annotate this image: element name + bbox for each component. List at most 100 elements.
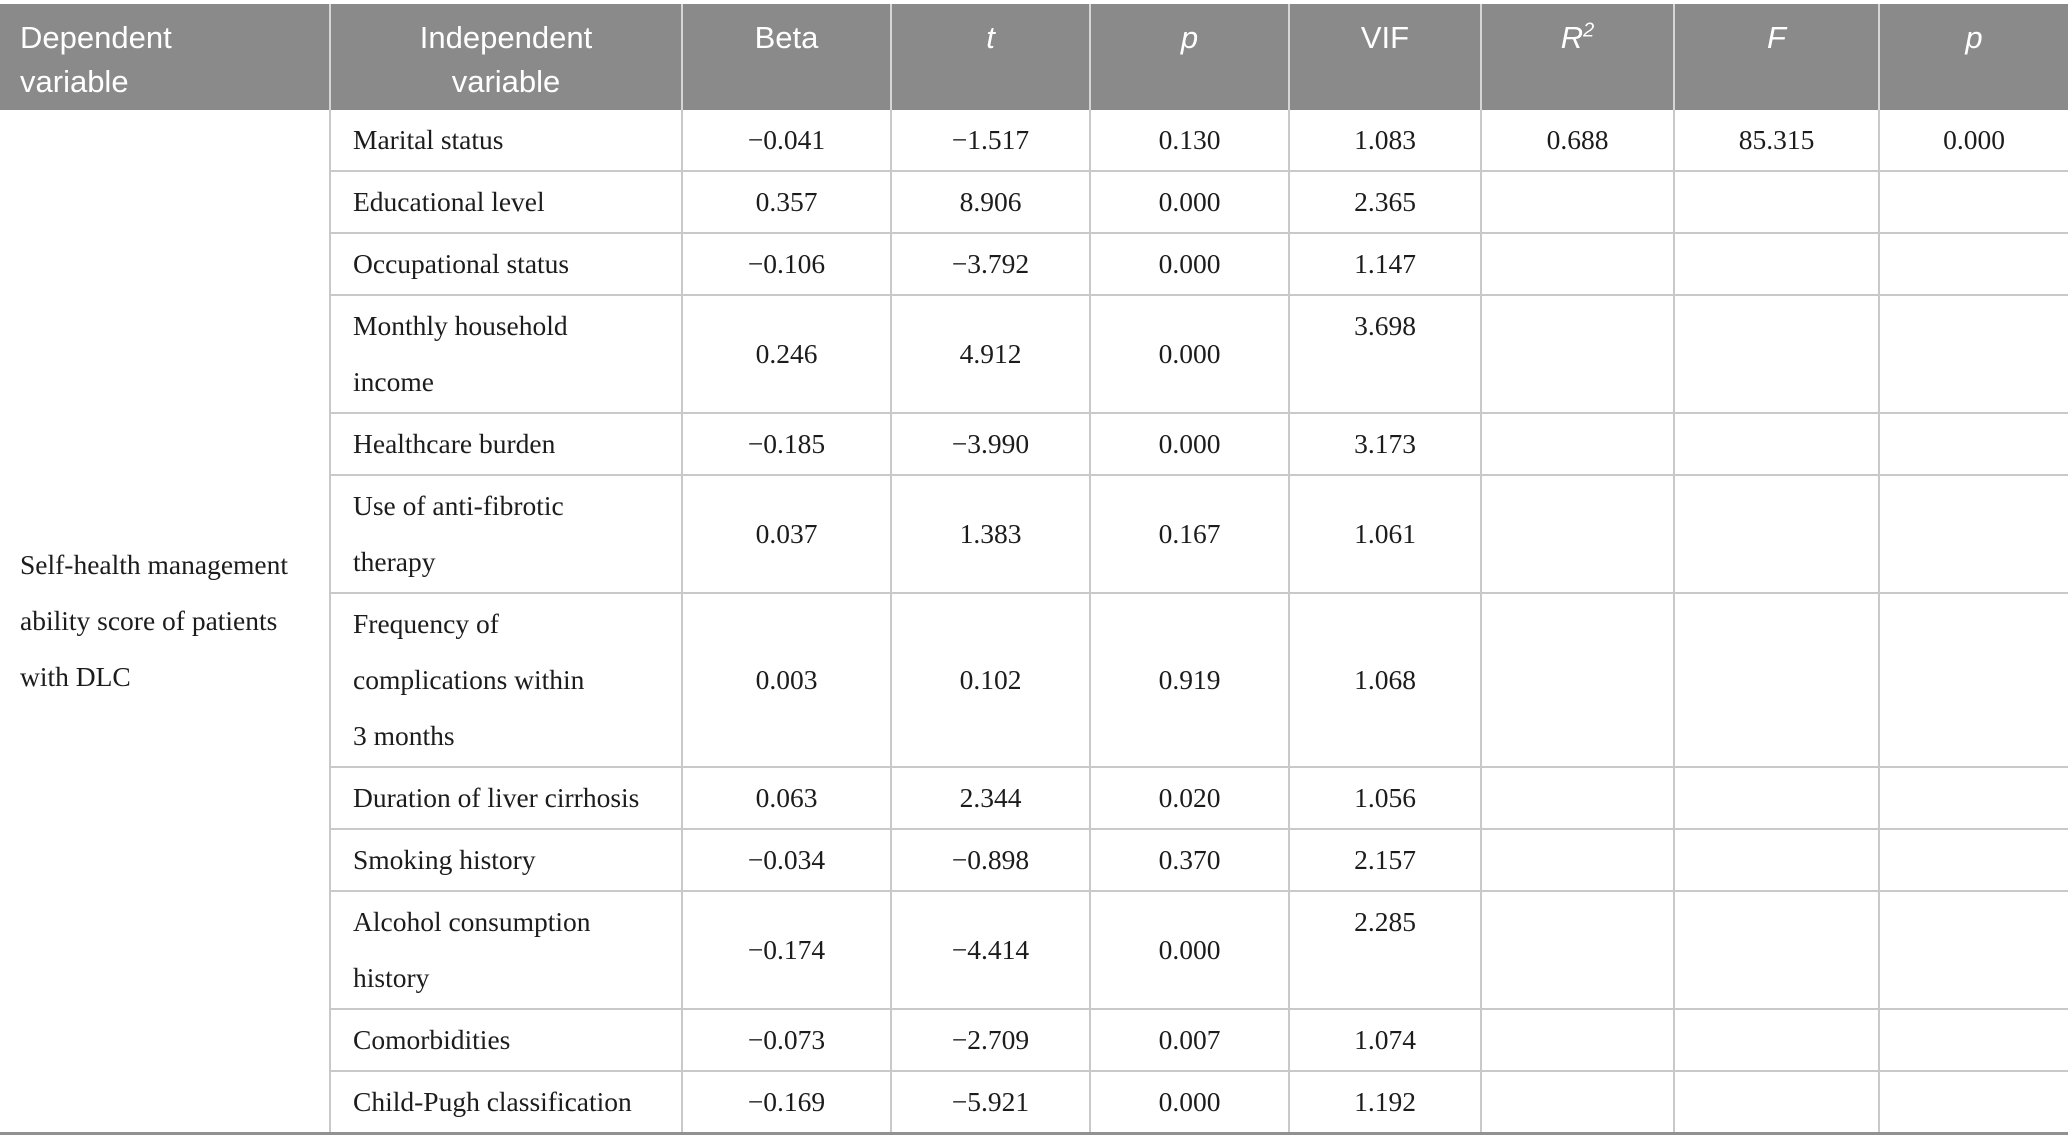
cell-p2: 0.000 [1878, 110, 2068, 172]
cell-r2 [1480, 766, 1675, 830]
cell-beta: −0.174 [681, 890, 892, 1010]
cell-r2 [1480, 170, 1675, 234]
cell-p: 0.130 [1089, 110, 1290, 172]
cell-beta: 0.357 [681, 170, 892, 234]
cell-f [1673, 474, 1880, 594]
cell-vif: 3.698 [1288, 294, 1482, 414]
cell-t: 2.344 [890, 766, 1091, 830]
table-row: Alcohol consumption history −0.174 −4.414 0… [0, 890, 2068, 1010]
cell-r2 [1480, 1008, 1675, 1072]
cell-vif: 1.083 [1288, 110, 1482, 172]
cell-p2 [1878, 828, 2068, 892]
cell-independent: Duration of liver cirrhosis [329, 766, 683, 830]
cell-beta: −0.041 [681, 110, 892, 172]
column-header-p-model: p [1878, 4, 2068, 110]
table-row: Self-health management ability score of … [0, 110, 2068, 1135]
cell-vif: 1.061 [1288, 474, 1482, 594]
cell-vif: 1.074 [1288, 1008, 1482, 1072]
cell-vif: 2.285 [1288, 890, 1482, 1010]
cell-f [1673, 766, 1880, 830]
cell-p: 0.007 [1089, 1008, 1290, 1072]
column-header-independent-variable: Independent variable [329, 4, 682, 110]
cell-t: 8.906 [890, 170, 1091, 234]
p-label: p [1180, 20, 1199, 55]
table-row: Occupational status −0.106 −3.792 0.000 1.14… [0, 232, 2068, 296]
r-squared-exponent: 2 [1583, 19, 1595, 42]
cell-p2 [1878, 170, 2068, 234]
cell-t: −1.517 [890, 110, 1091, 172]
column-header-beta: Beta [681, 4, 891, 110]
cell-t: −3.990 [890, 412, 1091, 476]
cell-independent: Marital status [329, 110, 683, 172]
cell-p: 0.167 [1089, 474, 1290, 594]
cell-beta: −0.106 [681, 232, 892, 296]
cell-p: 0.000 [1089, 170, 1290, 234]
cell-p2 [1878, 592, 2068, 768]
cell-independent: Occupational status [329, 232, 683, 296]
column-header-dependent-variable: Dependent variable [0, 4, 330, 110]
cell-p: 0.000 [1089, 294, 1290, 414]
cell-independent: Frequency of complications within 3 mont… [329, 592, 683, 768]
table-row: Frequency of complications within 3 mont… [0, 592, 2068, 768]
cell-t: −3.792 [890, 232, 1091, 296]
regression-table: Dependent variable Independent variable … [0, 4, 2068, 1135]
cell-beta: 0.037 [681, 474, 892, 594]
cell-independent: Comorbidities [329, 1008, 683, 1072]
cell-r2 [1480, 232, 1675, 296]
cell-f [1673, 412, 1880, 476]
cell-r2 [1480, 592, 1675, 768]
cell-f [1673, 1070, 1880, 1135]
cell-f [1673, 592, 1880, 768]
table-row: Comorbidities −0.073 −2.709 0.007 1.074 [0, 1008, 2068, 1072]
cell-vif: 1.192 [1288, 1070, 1482, 1135]
cell-f: 85.315 [1673, 110, 1880, 172]
header-row: Dependent variable Independent variable … [0, 4, 2068, 110]
cell-independent: Smoking history [329, 828, 683, 892]
cell-beta: 0.063 [681, 766, 892, 830]
cell-t: 0.102 [890, 592, 1091, 768]
cell-f [1673, 170, 1880, 234]
cell-f [1673, 232, 1880, 296]
cell-r2 [1480, 890, 1675, 1010]
cell-r2 [1480, 474, 1675, 594]
cell-independent: Monthly household income [329, 294, 683, 414]
table-row: Smoking history −0.034 −0.898 0.370 2.157 [0, 828, 2068, 892]
table-row: Educational level 0.357 8.906 0.000 2.365 [0, 170, 2068, 234]
cell-r2: 0.688 [1480, 110, 1675, 172]
cell-f [1673, 890, 1880, 1010]
cell-t: −0.898 [890, 828, 1091, 892]
cell-independent: Use of anti-fibrotic therapy [329, 474, 683, 594]
cell-p2 [1878, 232, 2068, 296]
cell-p2 [1878, 1070, 2068, 1135]
r-label: R [1560, 20, 1584, 55]
cell-t: 4.912 [890, 294, 1091, 414]
cell-p: 0.020 [1089, 766, 1290, 830]
table-row: Monthly household income 0.246 4.912 0.000 3… [0, 294, 2068, 414]
cell-f [1673, 1008, 1880, 1072]
f-label: F [1767, 20, 1786, 55]
cell-independent: Healthcare burden [329, 412, 683, 476]
cell-independent: Child-Pugh classification [329, 1070, 683, 1135]
cell-p2 [1878, 474, 2068, 594]
cell-beta: −0.185 [681, 412, 892, 476]
cell-p2 [1878, 294, 2068, 414]
column-header-vif: VIF [1288, 4, 1481, 110]
cell-f [1673, 828, 1880, 892]
table-row: Use of anti-fibrotic therapy 0.037 1.383 0.… [0, 474, 2068, 594]
column-header-t: t [890, 4, 1090, 110]
cell-p: 0.000 [1089, 890, 1290, 1010]
cell-f [1673, 294, 1880, 414]
cell-p: 0.370 [1089, 828, 1290, 892]
cell-p2 [1878, 890, 2068, 1010]
cell-p: 0.919 [1089, 592, 1290, 768]
cell-vif: 2.365 [1288, 170, 1482, 234]
column-header-f: F [1673, 4, 1879, 110]
cell-vif: 1.147 [1288, 232, 1482, 296]
cell-beta: −0.073 [681, 1008, 892, 1072]
dependent-variable-cell: Self-health management ability score of … [0, 110, 331, 1135]
cell-p: 0.000 [1089, 412, 1290, 476]
cell-beta: −0.034 [681, 828, 892, 892]
cell-t: −2.709 [890, 1008, 1091, 1072]
t-label: t [986, 20, 995, 55]
